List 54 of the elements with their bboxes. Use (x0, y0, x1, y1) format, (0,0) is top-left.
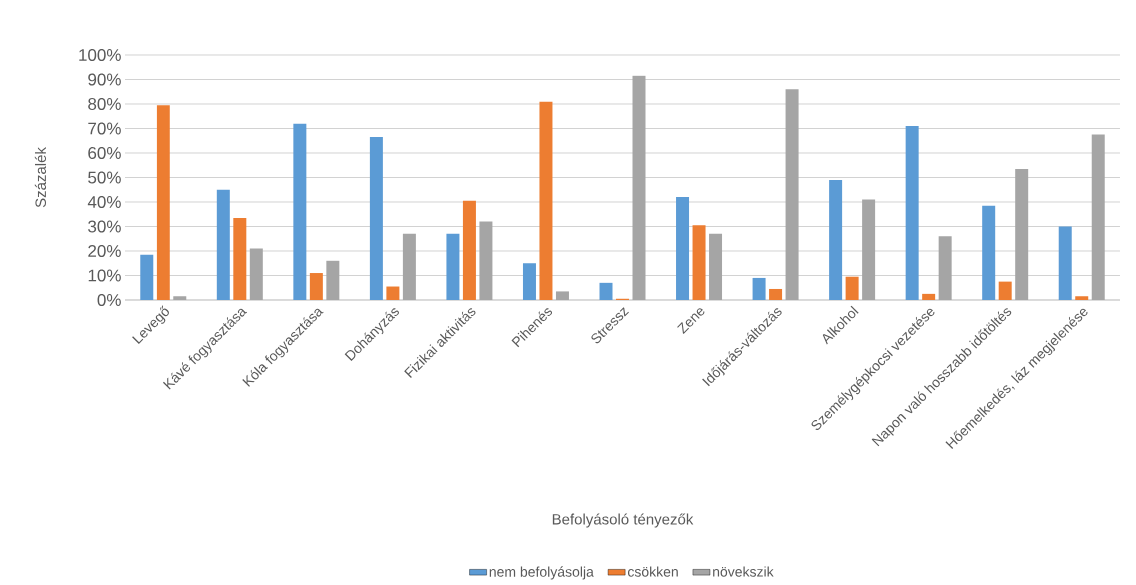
bar (555, 291, 569, 300)
bar (632, 75, 646, 300)
y-tick-label: 50% (88, 171, 121, 184)
y-tick-label: 90% (88, 73, 121, 86)
bar (386, 286, 400, 300)
bar (692, 225, 706, 300)
bar (1091, 134, 1105, 300)
bar (676, 197, 690, 300)
y-tick-label: 10% (88, 269, 121, 282)
bar (922, 293, 936, 300)
bar (1058, 226, 1072, 300)
bar (326, 260, 340, 300)
y-tick-label: 40% (87, 195, 121, 209)
y-tick-label: 80% (88, 97, 121, 111)
bar (845, 276, 859, 300)
bar (829, 179, 843, 300)
bar (1015, 168, 1029, 300)
legend-label: csökken (627, 566, 678, 577)
bar (309, 273, 323, 300)
bar (402, 233, 416, 300)
bar (1075, 296, 1089, 300)
bar (233, 217, 247, 300)
bar (599, 282, 613, 300)
bar (462, 200, 476, 300)
bar (369, 137, 383, 300)
bar (938, 236, 952, 300)
y-axis-title: Százalék (34, 147, 47, 208)
bar (982, 205, 996, 300)
bar (249, 248, 263, 300)
bar (216, 189, 230, 300)
bar (173, 296, 187, 300)
bar (862, 199, 876, 300)
bar (156, 105, 170, 300)
legend-label: nem befolyásolja (489, 566, 594, 580)
legend-label: növekszik (713, 566, 774, 577)
bar (785, 89, 799, 300)
y-tick-label: 60% (88, 146, 121, 160)
bar (446, 233, 460, 300)
bar (522, 263, 536, 300)
bar (998, 281, 1012, 300)
bar (293, 123, 307, 300)
bar (905, 126, 919, 300)
y-tick-label: 20% (88, 244, 121, 258)
bar (539, 101, 553, 300)
y-tick-label: 70% (88, 122, 121, 135)
bar (140, 254, 154, 300)
bar (479, 221, 493, 300)
y-tick-label: 100% (79, 48, 121, 62)
y-tick-label: 30% (88, 220, 121, 233)
bar (769, 288, 783, 300)
x-axis-title: Befolyásoló tényezők (552, 513, 694, 528)
bar (752, 277, 766, 300)
bar (709, 233, 723, 300)
y-tick-label: 0% (97, 293, 121, 307)
